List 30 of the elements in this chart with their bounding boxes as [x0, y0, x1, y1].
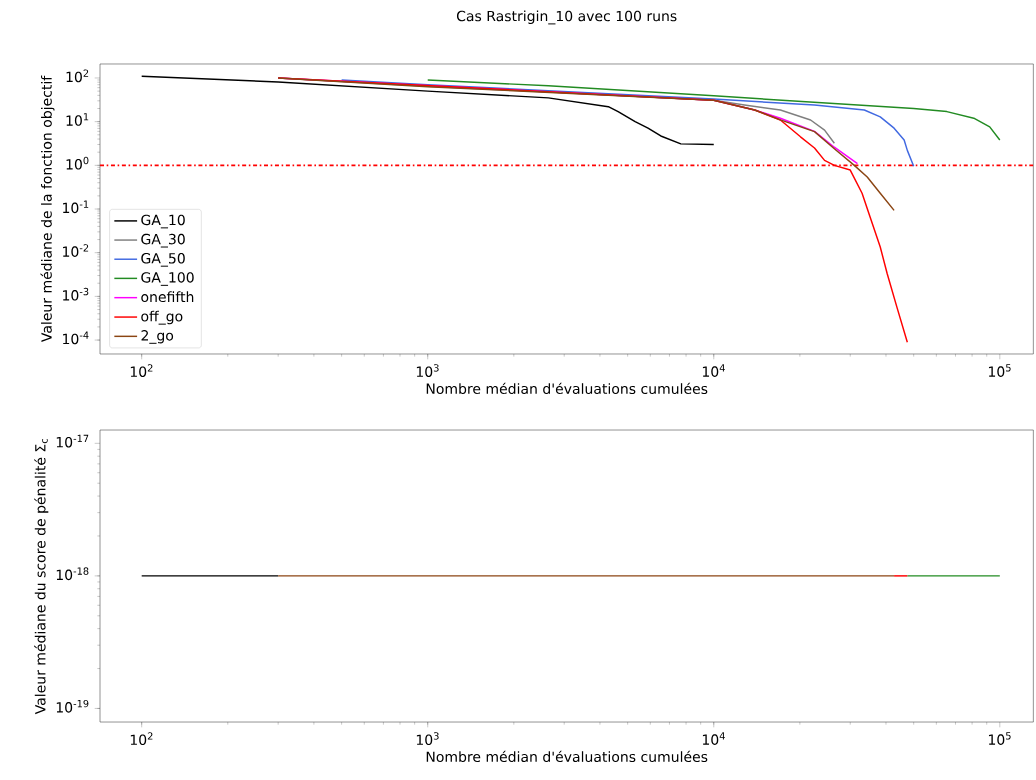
x-tick-label: 10$^{5}$: [988, 364, 1011, 377]
x-tick-label: 10$^{5}$: [988, 732, 1011, 745]
y-axis-title: Valeur médiane de la fonction objectif: [40, 75, 55, 343]
legend-label: GA_10: [141, 214, 185, 229]
legend-label: GA_100: [141, 272, 194, 286]
chart-title: Cas Rastrigin_10 avec 100 runs: [456, 10, 677, 25]
legend-label: 2_go: [141, 330, 174, 344]
y-tick-label: 10$^{-2}$: [63, 244, 89, 257]
legend-label: GA_30: [141, 233, 185, 248]
y-tick-label: 10$^{1}$: [66, 113, 89, 126]
y-tick-label: 10$^{-4}$: [63, 331, 89, 345]
y-tick-label: 10$^{0}$: [66, 156, 89, 170]
legend-label: GA_50: [141, 252, 185, 267]
y-tick-label: 10$^{-3}$: [63, 287, 89, 301]
legend-label: off_go: [141, 310, 183, 325]
y-tick-label: 10$^{-19}$: [56, 699, 89, 713]
x-tick-label: 10$^{2}$: [130, 364, 153, 378]
y-tick-label: 10$^{-18}$: [56, 567, 89, 581]
x-axis-title: Nombre médian d'évaluations cumulées: [426, 750, 708, 763]
x-axis-title: Nombre médian d'évaluations cumulées: [426, 382, 708, 395]
x-tick-label: 10$^{4}$: [702, 732, 725, 745]
legend-label: onefifth: [141, 291, 194, 303]
x-tick-label: 10$^{2}$: [130, 732, 153, 746]
y-axis-title: Valeur médiane du score de pénalité Σ$_{c}$: [34, 438, 49, 715]
x-tick-label: 10$^{3}$: [416, 732, 439, 746]
x-tick-label: 10$^{4}$: [702, 364, 725, 377]
y-tick-label: 10$^{-17}$: [56, 434, 89, 448]
y-tick-label: 10$^{2}$: [66, 69, 89, 83]
y-tick-label: 10$^{-1}$: [63, 200, 89, 214]
x-tick-label: 10$^{3}$: [416, 364, 439, 378]
